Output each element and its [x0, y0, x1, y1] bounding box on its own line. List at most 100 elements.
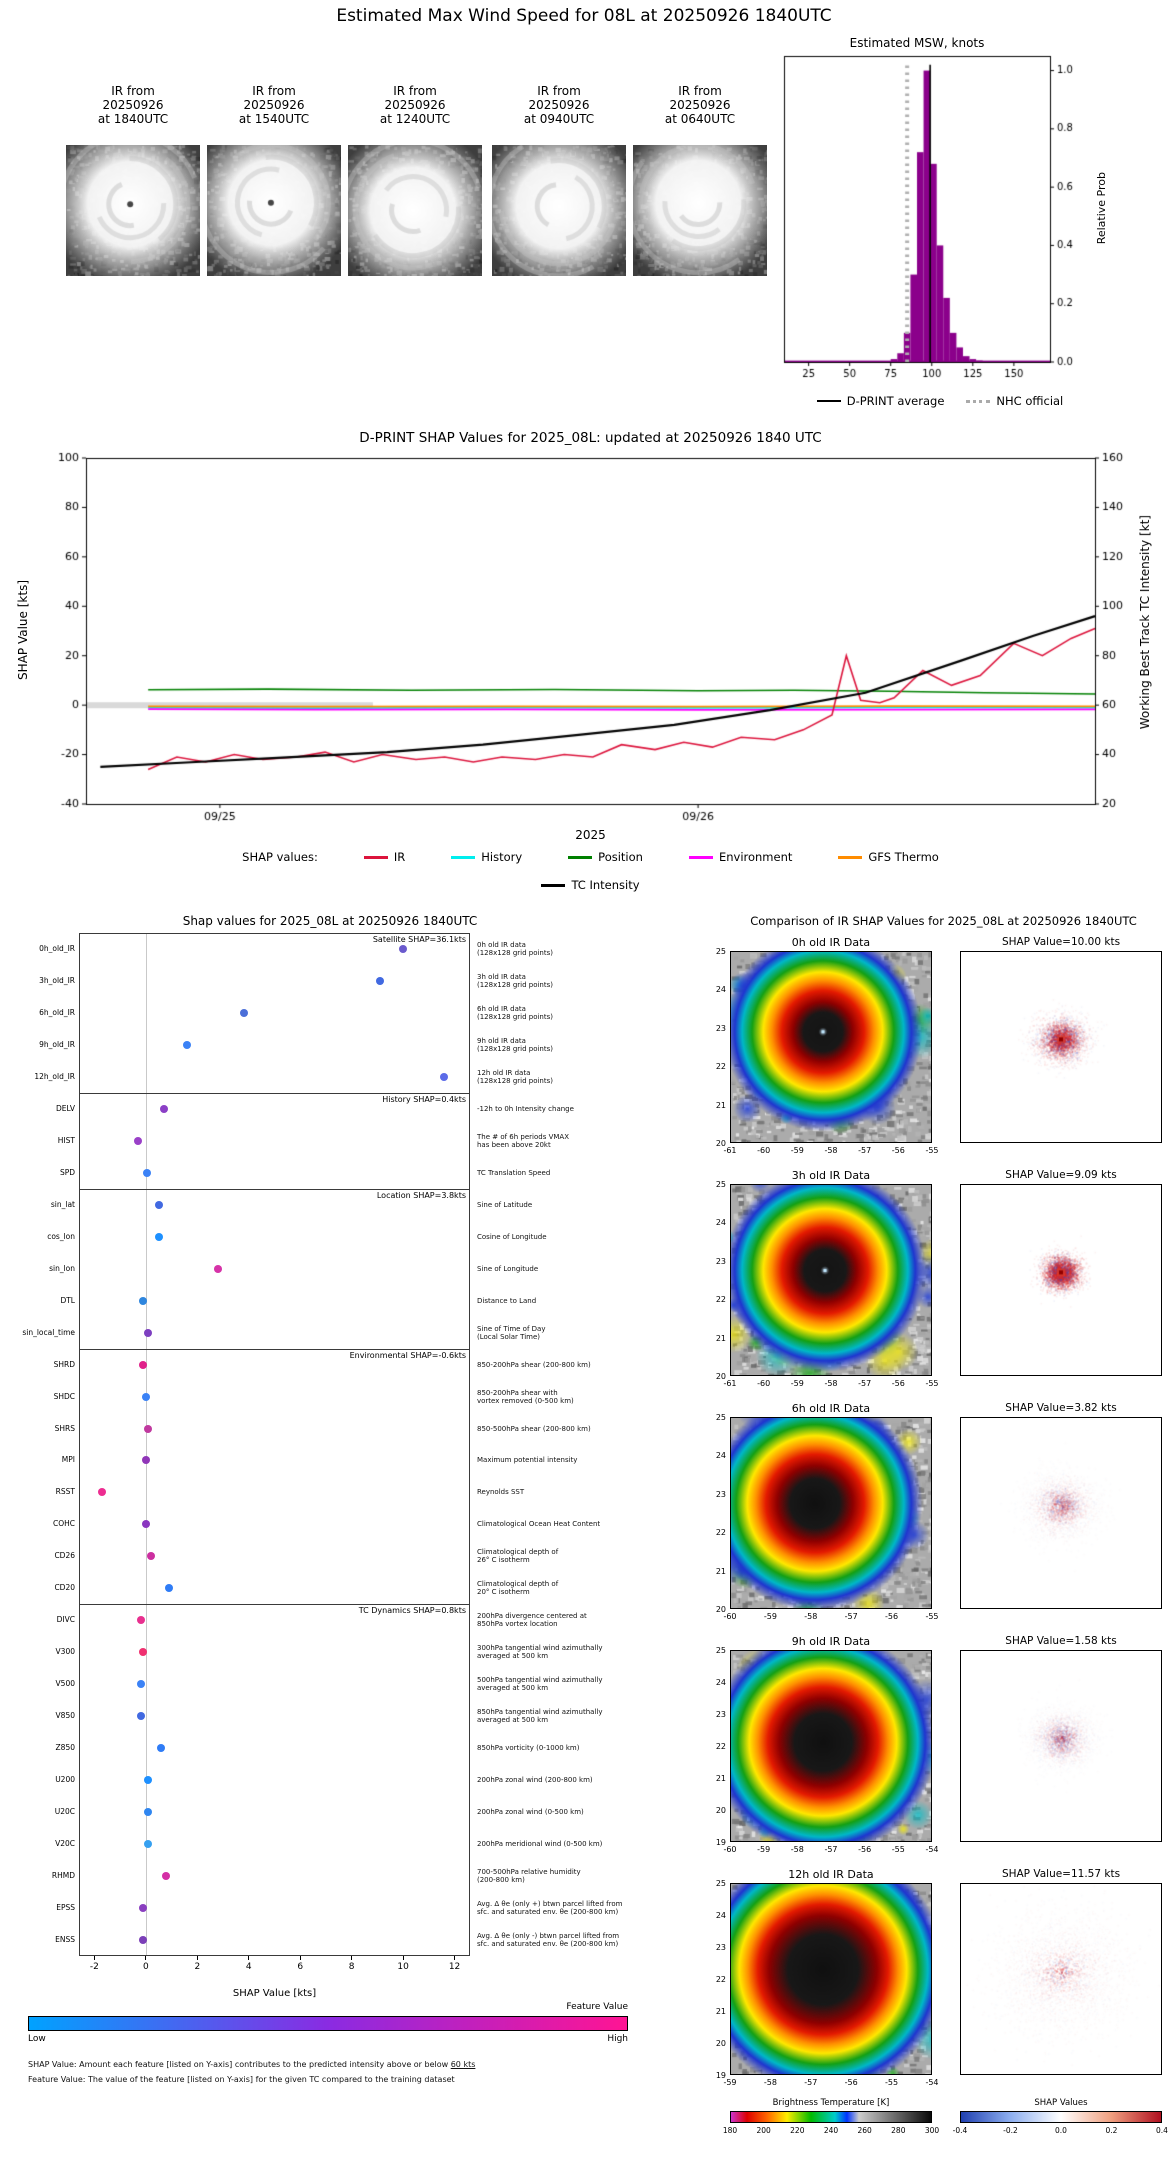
feature-shap-dot — [144, 1328, 153, 1337]
ir-data-panel — [730, 1883, 932, 2075]
feature-description: 200hPa divergence centered at 850hPa vor… — [477, 1612, 587, 1629]
ir-panel-x-ticklabel: -60 — [723, 1845, 737, 1854]
feature-label: SHDC — [53, 1391, 75, 1401]
feature-description: 200hPa zonal wind (0-500 km) — [477, 1808, 584, 1817]
ir-panel-y-ticklabel: 22 — [715, 1062, 726, 1072]
feature-description: Avg. Δ θe (only -) btwn parcel lifted fr… — [477, 1932, 620, 1949]
feature-description: Climatological depth of 20° C isotherm — [477, 1580, 559, 1597]
feature-label: V500 — [55, 1679, 75, 1689]
feature-label: V20C — [55, 1839, 75, 1849]
feature-label: RHMD — [51, 1871, 75, 1881]
ir-panel-x-ticklabel: -57 — [824, 1845, 838, 1854]
legend-item: TC Intensity — [541, 878, 640, 892]
ir-data-image — [731, 1418, 931, 1608]
timeseries-legend-row2: TC Intensity — [86, 878, 1095, 892]
feature-shap-dot — [144, 1808, 153, 1817]
feature-shap-dot — [139, 1904, 148, 1913]
dotplot-x-tickmark — [454, 1956, 456, 1960]
ir-thumbnail-image — [348, 145, 482, 276]
legend-swatch — [541, 883, 566, 887]
ir-panel-y-ticklabel: 24 — [715, 1911, 726, 1920]
ir-panel-y-ticklabel: 21 — [715, 1774, 726, 1783]
ir-panel-y-ticklabel: 23 — [715, 1710, 726, 1719]
feature-label: SPD — [59, 1167, 75, 1177]
ir-panel-y-ticklabel: 20 — [715, 2039, 726, 2048]
feature-group-box: TC Dynamics SHAP=0.8kts — [79, 1604, 470, 1956]
feature-description: Maximum potential intensity — [477, 1456, 578, 1465]
feature-description: 850-200hPa shear (200-800 km) — [477, 1360, 591, 1369]
legend-item: D-PRINT average — [816, 394, 944, 408]
dotplot-title: Shap values for 2025_08L at 20250926 184… — [182, 914, 478, 928]
feature-label: DIVC — [56, 1615, 75, 1625]
legend-item: IR — [363, 850, 405, 864]
dotplot-x-tickmark — [93, 1956, 95, 1960]
feature-shap-dot — [139, 1648, 148, 1657]
ir-panel-y-ticklabel: 22 — [715, 1528, 726, 1538]
shap-map-panel — [960, 951, 1162, 1143]
feature-label: sin_local_time — [22, 1327, 75, 1337]
ir-data-image — [731, 952, 931, 1142]
comparison-title: Comparison of IR SHAP Values for 2025_08… — [750, 914, 1137, 928]
colorbar-ticklabel: 220 — [790, 2126, 805, 2135]
shap-value-note-underline: 60 kts — [450, 2060, 476, 2069]
colorbar-ticklabel: 0.0 — [1055, 2126, 1067, 2135]
ir-panel-y-ticklabel: 25 — [715, 1646, 726, 1655]
colorbar-ticklabel: 260 — [857, 2126, 872, 2135]
dotplot-x-ticklabel: 12 — [448, 1962, 461, 1972]
feature-description: -12h to 0h Intensity change — [477, 1104, 574, 1113]
feature-label: CD26 — [54, 1551, 75, 1561]
dotplot: Satellite SHAP=36.1kts History SHAP=0.4kt… — [20, 933, 680, 1993]
shap-map-panel — [960, 1650, 1162, 1842]
feature-label: sin_lat — [50, 1199, 75, 1209]
feature-shap-dot — [182, 1040, 191, 1049]
brightness-temp-colorbar — [730, 2111, 932, 2123]
ir-panel-x-ticklabel: -59 — [757, 1845, 771, 1854]
feature-group-header: Environmental SHAP=-0.6kts — [349, 1350, 466, 1360]
brightness-temp-colorbar-label: Brightness Temperature [K] — [772, 2098, 890, 2108]
feature-group-box: Location SHAP=3.8kts — [79, 1188, 470, 1349]
ir-panel-y-ticklabel: 19 — [715, 1838, 726, 1847]
msw-histogram-legend: D-PRINT average NHC official — [740, 394, 1140, 408]
feature-value-high-label: High — [607, 2034, 628, 2044]
colorbar-ticklabel: -0.2 — [1003, 2126, 1018, 2135]
ir-panel-x-ticklabel: -60 — [723, 1612, 737, 1621]
ir-panel-title: 12h old IR Data — [788, 1868, 874, 1881]
ir-panel-x-ticklabel: -58 — [804, 1612, 818, 1621]
feature-shap-dot — [162, 1872, 171, 1881]
ir-panel-y-ticklabel: 23 — [715, 1023, 726, 1033]
ir-panel-y-ticklabel: 25 — [715, 1879, 726, 1888]
feature-label: ENSS — [55, 1935, 75, 1945]
msw-histogram-plot — [782, 52, 1092, 392]
shap-map-image — [961, 1884, 1161, 2074]
legend-swatch — [451, 855, 476, 859]
feature-description: 0h old IR data (128x128 grid points) — [477, 940, 553, 957]
feature-description: TC Translation Speed — [477, 1168, 551, 1177]
ir-data-image — [731, 1884, 931, 2074]
feature-description: 850-500hPa shear (200-800 km) — [477, 1424, 591, 1433]
colorbar-ticklabel: -0.4 — [952, 2126, 968, 2135]
colorbar-ticklabel: 280 — [891, 2126, 906, 2135]
feature-shap-dot — [139, 1296, 148, 1305]
feature-shap-dot — [139, 1936, 148, 1945]
ir-panel-x-ticklabel: -55 — [885, 2078, 899, 2087]
feature-shap-dot — [139, 1360, 148, 1369]
ir-panel-y-ticklabel: 20 — [715, 1372, 726, 1381]
feature-label: 6h_old_IR — [39, 1007, 75, 1017]
ir-panel-x-ticklabel: -55 — [925, 1379, 939, 1388]
ir-thumbnail-caption: IR from 20250926 at 1540UTC — [238, 84, 310, 126]
feature-label: EPSS — [56, 1903, 75, 1913]
legend-swatch — [966, 399, 991, 403]
shap-panel-title: SHAP Value=9.09 kts — [1005, 1169, 1117, 1181]
legend-item: GFS Thermo — [838, 850, 939, 864]
feature-description: 12h old IR data (128x128 grid points) — [477, 1068, 553, 1085]
dotplot-x-tickmark — [299, 1956, 301, 1960]
timeseries-legend-title: SHAP values: — [242, 850, 318, 864]
feature-shap-dot — [157, 1744, 166, 1753]
ir-panel-y-ticklabel: 22 — [715, 1975, 726, 1984]
feature-description: Sine of Latitude — [477, 1200, 533, 1209]
feature-shap-dot — [165, 1584, 174, 1593]
feature-group-box: Satellite SHAP=36.1kts — [79, 933, 470, 1093]
